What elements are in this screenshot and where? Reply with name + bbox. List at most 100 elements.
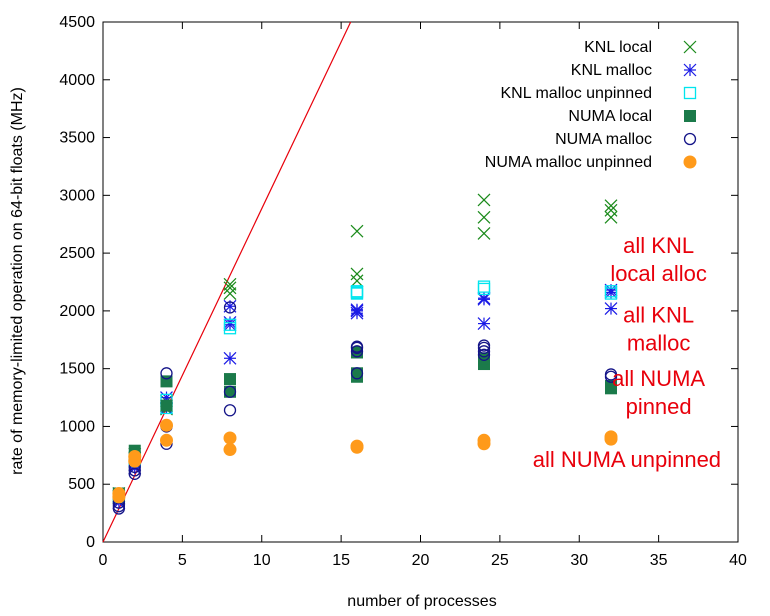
legend-marker	[683, 86, 697, 100]
data-point	[223, 287, 237, 300]
data-point	[477, 345, 491, 358]
annotation-line: all NUMA unpinned	[533, 447, 721, 472]
data-point	[128, 449, 142, 463]
x-tick-label: 25	[491, 552, 509, 569]
annotation: all KNL malloc	[623, 302, 694, 355]
y-tick-label: 2000	[59, 303, 95, 320]
data-point	[223, 443, 237, 457]
annotation: all NUMA pinned	[612, 366, 705, 419]
data-point	[604, 210, 618, 224]
annotation-line: all KNL	[623, 302, 694, 327]
data-point	[350, 224, 364, 238]
x-tick-label: 10	[253, 552, 271, 569]
data-point	[604, 302, 618, 316]
data-point	[223, 281, 237, 295]
data-point	[350, 285, 364, 298]
legend-marker	[683, 40, 697, 54]
annotation-line: malloc	[627, 330, 691, 355]
annotations: all KNL local alloc all KNL malloc all NUMA p…	[533, 233, 721, 472]
y-tick-label: 3500	[59, 130, 95, 147]
axis-ticks: 0 5 10 15 20 25 30 35 40 0 500 1000 1500 2000 2500 3000…	[59, 14, 747, 569]
legend-marker	[683, 63, 697, 77]
data-point	[351, 367, 363, 380]
data-point	[224, 373, 236, 386]
annotation: all NUMA unpinned	[533, 447, 721, 472]
series-4	[112, 301, 618, 515]
series-1	[112, 283, 618, 510]
data-point	[223, 301, 237, 314]
data-point	[160, 418, 173, 432]
data-point	[605, 380, 617, 392]
y-tick-label: 0	[86, 534, 95, 551]
data-point	[350, 274, 364, 288]
reference-line-path	[102, 21, 352, 543]
data-points	[112, 193, 618, 515]
data-point	[223, 431, 237, 445]
data-point	[350, 367, 364, 380]
data-point	[604, 368, 618, 381]
data-point	[160, 399, 173, 412]
legend-label: NUMA malloc	[555, 131, 652, 148]
data-point	[112, 486, 126, 500]
y-tick-label: 1500	[59, 361, 95, 378]
data-point	[604, 199, 618, 213]
data-point	[350, 267, 364, 281]
legend-label: KNL malloc unpinned	[501, 85, 653, 102]
data-point	[160, 367, 173, 380]
annotation-line: all KNL	[623, 233, 694, 258]
data-point	[477, 210, 491, 224]
reference-line	[102, 21, 352, 543]
legend-label: KNL malloc	[571, 62, 652, 79]
legend-marker	[684, 110, 696, 122]
x-tick-label: 40	[729, 552, 747, 569]
x-tick-label: 20	[412, 552, 430, 569]
data-point	[160, 433, 173, 447]
series-5	[112, 418, 618, 504]
x-axis-label: number of processes	[347, 593, 496, 610]
y-tick-label: 4500	[59, 14, 95, 31]
series-3	[112, 346, 617, 502]
data-point	[350, 340, 364, 353]
data-point	[223, 277, 237, 291]
legend-label: NUMA malloc unpinned	[485, 154, 652, 171]
data-point	[477, 348, 491, 361]
data-point	[477, 280, 491, 293]
x-tick-label: 15	[332, 552, 350, 569]
x-tick-label: 35	[650, 552, 668, 569]
data-point	[350, 345, 364, 358]
y-tick-label: 2500	[59, 245, 95, 262]
legend: KNL local KNL malloc KNL malloc unpinned NU…	[485, 39, 697, 171]
data-point	[604, 430, 618, 444]
data-point	[350, 303, 364, 317]
annotation: all KNL local alloc	[610, 233, 707, 286]
legend-marker	[683, 132, 697, 146]
y-tick-label: 500	[68, 476, 95, 493]
data-point	[350, 439, 364, 453]
y-axis-label: rate of memory-limited operation on 64-b…	[9, 87, 26, 475]
legend-label: KNL local	[584, 39, 652, 56]
data-point	[477, 433, 491, 447]
data-point	[223, 385, 237, 398]
x-tick-label: 30	[570, 552, 588, 569]
data-point	[477, 339, 491, 352]
annotation-line: pinned	[626, 394, 692, 419]
data-point	[477, 317, 491, 331]
data-point	[477, 227, 491, 240]
data-point	[223, 404, 237, 417]
data-point	[224, 385, 236, 398]
y-tick-label: 3000	[59, 187, 95, 204]
x-tick-label: 0	[99, 552, 108, 569]
data-point	[604, 285, 618, 298]
x-tick-label: 5	[178, 552, 187, 569]
annotation-line: local alloc	[610, 261, 707, 286]
y-tick-label: 4000	[59, 72, 95, 89]
data-point	[128, 467, 141, 480]
data-point	[477, 193, 491, 207]
y-tick-label: 1000	[59, 418, 95, 435]
legend-marker	[683, 155, 697, 169]
data-point	[604, 203, 618, 217]
legend-label: NUMA local	[568, 108, 652, 125]
data-point	[223, 351, 237, 365]
annotation-line: all NUMA	[612, 366, 705, 391]
